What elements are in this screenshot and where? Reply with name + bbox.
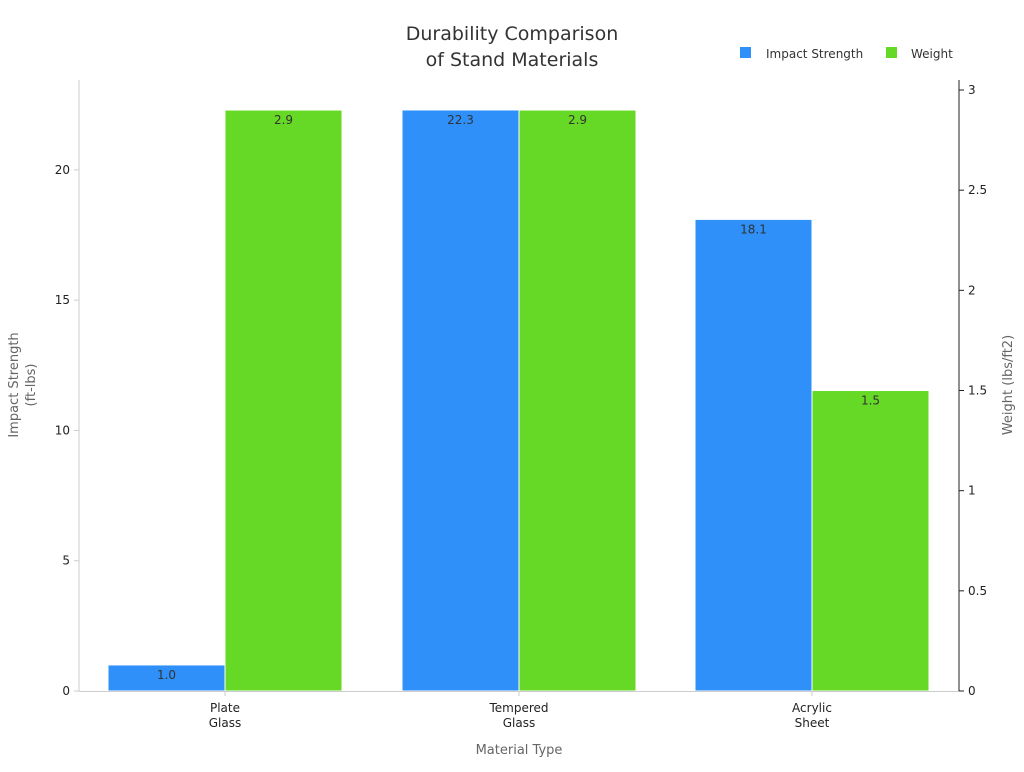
- x-axis-label: Material Type: [476, 743, 563, 758]
- x-tick-label: Glass: [209, 716, 242, 730]
- y-tick-label-left: 0: [62, 684, 70, 698]
- y-tick-label-right: 3: [968, 83, 976, 97]
- legend-swatch-impact: [740, 47, 751, 58]
- x-tick-label: Plate: [210, 701, 240, 715]
- data-label: 22.3: [447, 113, 474, 127]
- y-tick-label-left: 10: [55, 423, 70, 437]
- data-label: 2.9: [274, 113, 293, 127]
- y-axis-left-label-line1: Impact Strength: [7, 332, 22, 437]
- y-tick-label-left: 15: [55, 293, 70, 307]
- y-tick-label-left: 5: [62, 554, 70, 568]
- x-tick-label: Glass: [503, 716, 536, 730]
- data-label: 1.5: [861, 394, 880, 408]
- legend-label-impact: Impact Strength: [766, 47, 863, 61]
- y-axis-right-label: Weight (lbs/ft2): [1001, 335, 1016, 435]
- chart-title-line1: Durability Comparison: [406, 23, 619, 45]
- bar-weight: [518, 109, 637, 692]
- y-tick-label-right: 2: [968, 283, 976, 297]
- x-tick-label: Tempered: [488, 701, 548, 715]
- legend-swatch-weight: [886, 47, 897, 58]
- y-tick-label-right: 2.5: [968, 183, 987, 197]
- bar-impact-strength: [401, 109, 520, 692]
- x-tick-label: Sheet: [795, 716, 830, 730]
- bar-impact-strength: [107, 664, 226, 692]
- y-tick-label-left: 20: [55, 163, 70, 177]
- y-tick-label-right: 0: [968, 684, 976, 698]
- chart-title-line2: of Stand Materials: [426, 49, 599, 71]
- data-label: 1.0: [157, 668, 176, 682]
- bar-weight: [224, 109, 343, 692]
- y-tick-label-right: 0.5: [968, 584, 987, 598]
- y-tick-label-right: 1.5: [968, 384, 987, 398]
- bar-weight: [811, 390, 930, 692]
- y-tick-label-right: 1: [968, 484, 976, 498]
- y-axis-left-label-line2: (ft-lbs): [24, 364, 39, 407]
- x-tick-label: Acrylic: [792, 701, 832, 715]
- legend: Impact Strength Weight: [740, 47, 953, 61]
- data-label: 18.1: [740, 222, 767, 236]
- data-label: 2.9: [568, 113, 587, 127]
- bar-impact-strength: [694, 218, 813, 692]
- legend-label-weight: Weight: [911, 47, 953, 61]
